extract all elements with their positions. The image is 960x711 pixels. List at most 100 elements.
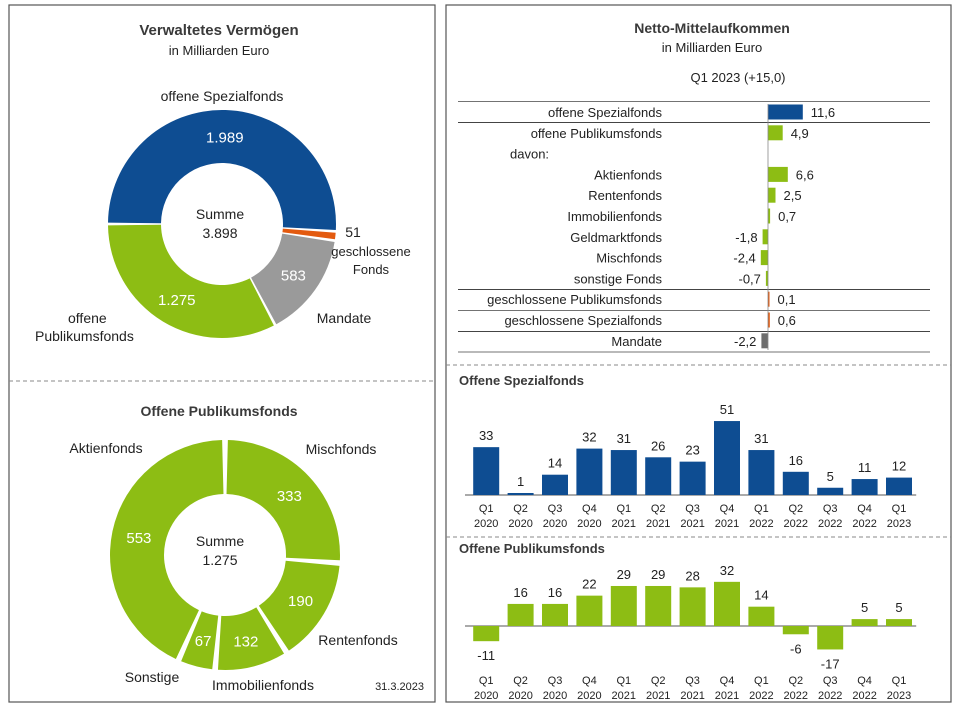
- tick-label-q3-2021-q: Q3: [685, 503, 700, 515]
- tick-label-q2-2020-y: 2020: [508, 690, 532, 702]
- value-label-offene-publikumsfonds: 4,9: [791, 126, 809, 141]
- publikum-column-chart: -11 Q1 2020 16 Q2 2020 16 Q3 2020 22 Q4 2020 29 Q1 202…: [465, 563, 917, 702]
- tick-label-q1-2020-y: 2020: [474, 518, 498, 530]
- value-label-geschlossene-spezialfonds: 0,6: [778, 313, 796, 328]
- tick-label-q3-2021-y: 2021: [680, 518, 704, 530]
- tick-label-q1-2021-y: 2021: [612, 690, 636, 702]
- bar-q4-2020: [576, 448, 603, 495]
- tick-label-q1-2022-q: Q1: [754, 503, 769, 515]
- tick-label-q1-2021-y: 2021: [612, 518, 636, 530]
- value-label-mischfonds: -2,4: [733, 251, 755, 266]
- row-label-rentenfonds: Rentenfonds: [588, 188, 662, 203]
- row-label-mischfonds: Mischfonds: [596, 251, 662, 266]
- tick-label-q3-2022-y: 2022: [818, 518, 842, 530]
- row-label-geschlossene-spezialfonds: geschlossene Spezialfonds: [504, 313, 662, 328]
- bar-q3-2022: [817, 487, 844, 495]
- outer-label-sonstige: Sonstige: [125, 669, 180, 685]
- data-label-q4-2020: 32: [582, 430, 596, 445]
- value-label-mischfonds: 333: [277, 488, 302, 505]
- date-label: 31.3.2023: [375, 681, 424, 693]
- data-label-q2-2021: 26: [651, 438, 665, 453]
- segment-aktienfonds: [109, 440, 224, 659]
- publikum-bars-title: Offene Publikumsfonds: [459, 541, 605, 556]
- value-label-geschlossene-fonds: 51: [345, 224, 361, 240]
- outer-label-rentenfonds: Rentenfonds: [318, 632, 397, 648]
- tick-label-q2-2022-y: 2022: [784, 518, 808, 530]
- publikum-donut: 333 190 132 67 553 Summe 1.275 Mischfonds Renten…: [69, 440, 397, 693]
- bar-geschlossene-spezialfonds: [768, 312, 770, 328]
- tick-label-q4-2020-y: 2020: [577, 518, 601, 530]
- tick-label-q3-2020-y: 2020: [543, 518, 567, 530]
- tick-label-q2-2022-y: 2022: [784, 690, 808, 702]
- aum-title: Verwaltetes Vermögen: [139, 22, 298, 39]
- value-label-offene-spezialfonds: 11,6: [811, 105, 835, 120]
- tick-label-q1-2022-y: 2022: [749, 518, 773, 530]
- center-value: 1.275: [202, 552, 237, 568]
- outer-label-immobilienfonds: Immobilienfonds: [212, 677, 314, 693]
- tick-label-q3-2020-q: Q3: [548, 675, 563, 687]
- bar-q1-2020: [473, 447, 500, 495]
- data-label-q4-2022: 11: [858, 460, 872, 475]
- data-label-q2-2021: 29: [651, 567, 665, 582]
- bar-q1-2021: [610, 585, 637, 626]
- tick-label-q2-2020-q: Q2: [513, 503, 528, 515]
- row-label-sonstige-fonds: sonstige Fonds: [574, 271, 663, 286]
- value-label-geldmarktfonds: -1,8: [735, 230, 757, 245]
- data-label-q1-2020: 33: [479, 428, 493, 443]
- data-label-q1-2021: 29: [617, 567, 631, 582]
- data-label-q2-2022: -6: [790, 641, 802, 656]
- data-label-q3-2020: 14: [548, 456, 562, 471]
- bar-q2-2021: [645, 585, 672, 626]
- right-panel-frame: [445, 4, 952, 703]
- bar-mischfonds: [760, 250, 768, 266]
- data-label-q1-2022: 14: [754, 588, 768, 603]
- bar-q2-2020: [507, 493, 534, 495]
- tick-label-q4-2021-y: 2021: [715, 690, 739, 702]
- data-label-q1-2022: 31: [754, 431, 768, 446]
- data-label-q4-2021: 51: [720, 402, 734, 417]
- bar-q2-2022: [782, 471, 809, 495]
- bar-sonstige-fonds: [765, 270, 768, 286]
- tick-label-q3-2022-y: 2022: [818, 690, 842, 702]
- bar-q1-2022: [748, 450, 775, 495]
- segment-sonstige: [181, 611, 219, 670]
- outer-label-aktienfonds: Aktienfonds: [69, 440, 142, 456]
- data-label-q4-2022: 5: [861, 600, 868, 615]
- tick-label-q1-2023-y: 2023: [887, 690, 911, 702]
- center-label: Summe: [196, 206, 244, 222]
- netflow-subtitle: in Milliarden Euro: [662, 40, 762, 55]
- data-label-q2-2020: 1: [517, 474, 524, 489]
- left-panel-frame: [8, 4, 436, 703]
- value-label-immobilienfonds: 132: [233, 633, 258, 650]
- tick-label-q4-2022-y: 2022: [852, 518, 876, 530]
- bar-q3-2021: [679, 461, 706, 495]
- tick-label-q4-2022-y: 2022: [852, 690, 876, 702]
- tick-label-q2-2021-q: Q2: [651, 503, 666, 515]
- bar-q3-2020: [542, 474, 568, 495]
- tick-label-q2-2021-q: Q2: [651, 675, 666, 687]
- bar-q2-2022: [782, 626, 809, 635]
- value-label-sonstige-fonds: -0,7: [738, 271, 760, 286]
- outer-label-offene-spezialfonds: offene Spezialfonds: [161, 88, 284, 104]
- bar-q4-2022: [851, 479, 878, 495]
- outer-label-geschlossene-fonds-2: Fonds: [353, 262, 390, 277]
- data-label-q1-2020: -11: [477, 648, 495, 663]
- tick-label-q2-2020-q: Q2: [513, 675, 528, 687]
- row-label-offene-publikumsfonds: offene Publikumsfonds: [531, 126, 663, 141]
- tick-label-q3-2020-y: 2020: [543, 690, 567, 702]
- row-label-geschlossene-publikumsfonds: geschlossene Publikumsfonds: [487, 292, 662, 307]
- outer-label-geschlossene-fonds-1: geschlossene: [331, 244, 411, 259]
- data-label-q3-2022: -17: [821, 656, 840, 671]
- bar-q1-2022: [748, 606, 775, 626]
- data-label-q3-2022: 5: [827, 469, 834, 484]
- bar-geschlossene-publikumsfonds: [768, 291, 770, 307]
- segment-immobilienfonds: [217, 607, 285, 670]
- tick-label-q1-2020-q: Q1: [479, 503, 494, 515]
- tick-label-q1-2021-q: Q1: [616, 675, 631, 687]
- tick-label-q3-2022-q: Q3: [823, 503, 838, 515]
- center-label: Summe: [196, 533, 244, 549]
- tick-label-q1-2023-y: 2023: [887, 518, 911, 530]
- center-value: 3.898: [202, 225, 237, 241]
- bar-q4-2020: [576, 595, 603, 626]
